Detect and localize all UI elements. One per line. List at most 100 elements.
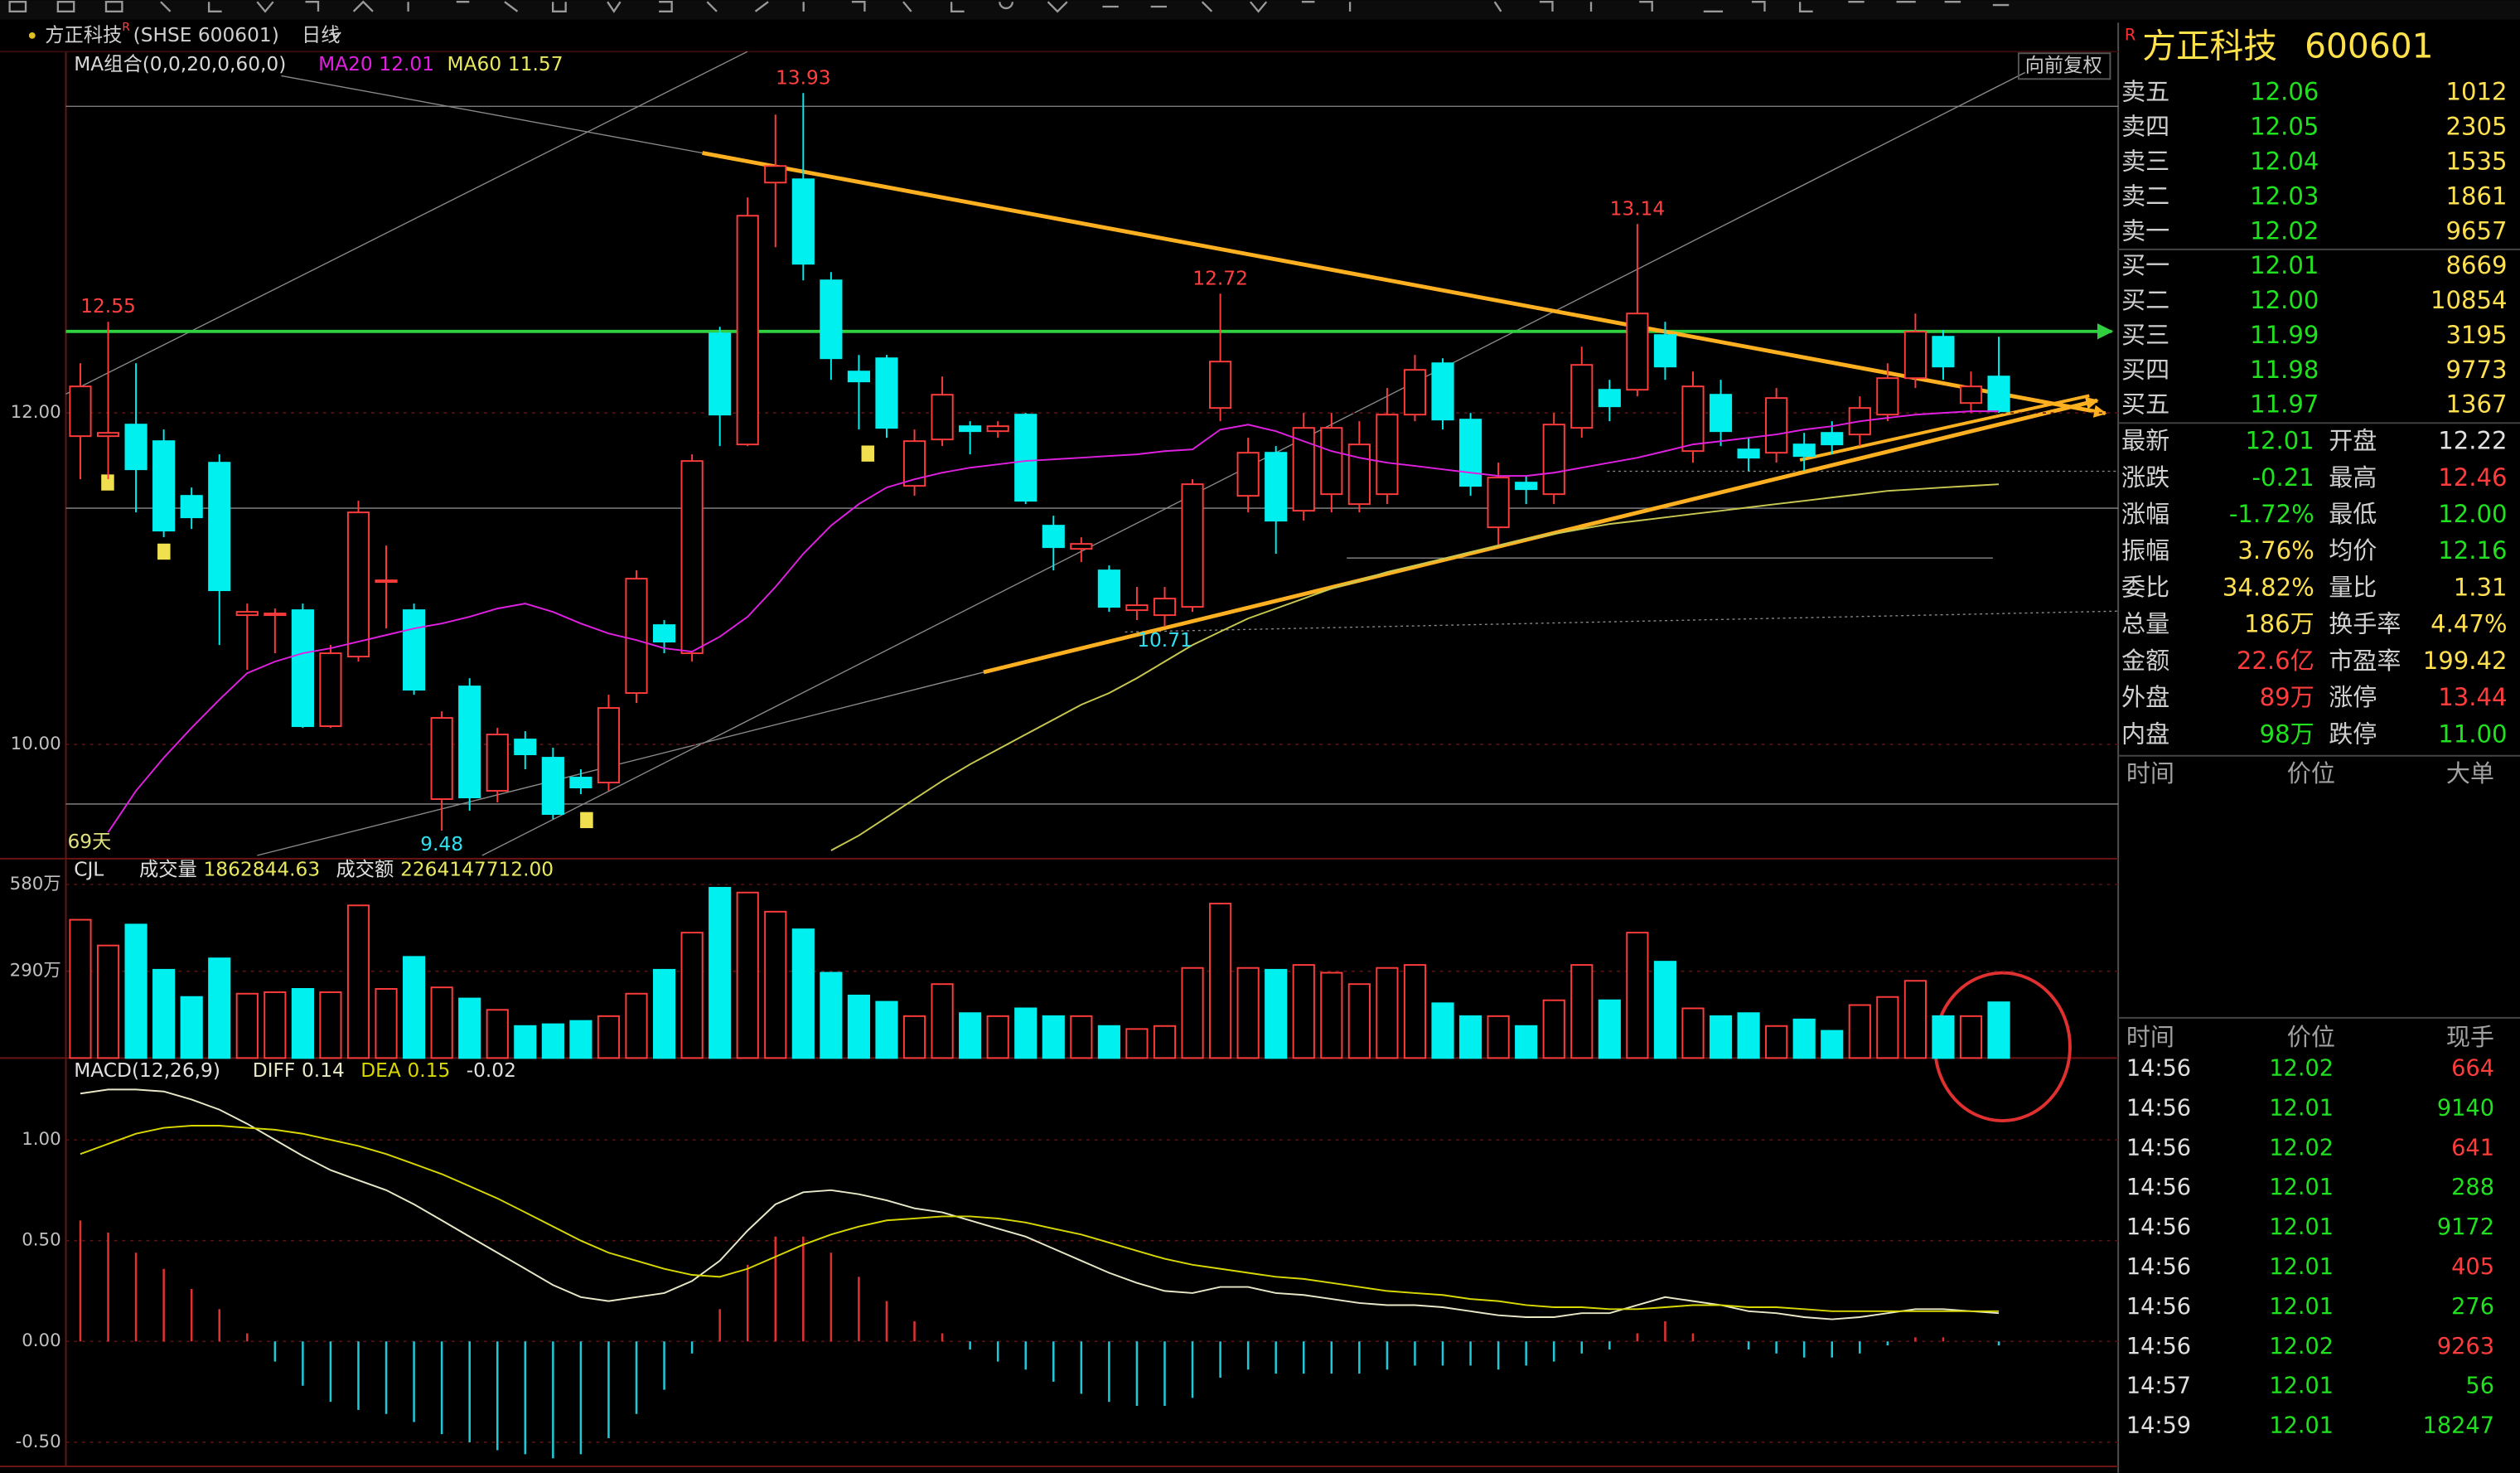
badge: R (122, 21, 130, 34)
stat-label: 外盘 (2121, 683, 2169, 711)
stat-label: 涨停 (2329, 683, 2377, 711)
legend-value: 11.57 (508, 52, 563, 75)
trade-time: 14:56 (2126, 1175, 2191, 1200)
legend-title[interactable]: MA组合(0,0,20,0,60,0) (74, 52, 286, 75)
y-tick-label: 0.50 (22, 1230, 60, 1251)
trade-time: 14:56 (2126, 1055, 2191, 1081)
book-label: 买四 (2121, 356, 2169, 384)
candle-body (1070, 543, 1093, 550)
volume-bar (96, 944, 120, 1059)
y-tick-label: -0.50 (16, 1432, 61, 1452)
stat-label: 振幅 (2121, 536, 2169, 564)
stat-value: 1.31 (2454, 573, 2508, 601)
candle-body (486, 734, 509, 792)
book-volume: 1535 (2445, 148, 2507, 176)
volume-bar (931, 983, 954, 1059)
candle-body (875, 357, 898, 429)
book-volume: 3195 (2445, 321, 2507, 349)
candle-body (375, 579, 398, 584)
icon[interactable] (56, 1, 75, 12)
candle-body (1598, 389, 1621, 408)
quote-lines (2118, 248, 2520, 1019)
volume-bar (1431, 1002, 1454, 1059)
trade-price: 12.01 (2269, 1214, 2334, 1240)
trade-price: 12.01 (2269, 1175, 2334, 1200)
stat-label: 涨跌 (2121, 463, 2169, 492)
trade-volume: 288 (2451, 1175, 2494, 1200)
candle-body (1209, 361, 1232, 409)
low-label: 9.48 (420, 833, 463, 855)
adjust-label[interactable]: 向前复权 (2025, 54, 2102, 76)
volume-bar (652, 968, 676, 1059)
stat-label: 委比 (2121, 573, 2169, 601)
candle-body (597, 707, 621, 784)
stock-code: (SHSE 600601) (133, 23, 279, 46)
stat-value: 186万 (2244, 610, 2314, 638)
book-volume: 9657 (2445, 216, 2507, 245)
book-label: 卖三 (2121, 148, 2169, 176)
candle-body (1376, 414, 1399, 496)
header: 方正科技R (SHSE 600601) 日线 (28, 21, 341, 46)
volume-bar (1458, 1015, 1482, 1059)
volume-bar (180, 996, 203, 1059)
trade-volume: 9263 (2437, 1334, 2494, 1359)
stat-label: 总量 (2121, 610, 2169, 638)
legend-value: 1862844.63 (204, 858, 321, 880)
candle-body (1792, 443, 1816, 458)
stock-title[interactable]: 方正科技R (SHSE 600601) 日线 (45, 21, 340, 46)
book-volume: 10854 (2431, 286, 2508, 314)
stat-value: 4.47% (2431, 610, 2507, 638)
dropdown[interactable] (330, 31, 341, 39)
volume-bar (569, 1020, 593, 1059)
column-header: 价位 (2287, 1023, 2335, 1051)
volume-bar (1792, 1018, 1816, 1059)
high-label: 12.72 (1192, 267, 1248, 289)
legend-name: MA60 (447, 52, 502, 75)
legend-title[interactable]: CJL (74, 858, 104, 880)
note-icon[interactable] (157, 543, 171, 560)
book-label: 卖二 (2121, 182, 2169, 210)
icon[interactable] (8, 1, 27, 12)
stat-value: -1.72% (2229, 500, 2314, 528)
volume-bar (319, 991, 342, 1059)
trade-volume: 664 (2451, 1055, 2494, 1081)
icon[interactable] (104, 1, 123, 12)
trade-price: 12.02 (2269, 1135, 2334, 1160)
note-icon[interactable] (101, 474, 114, 491)
trade-price: 12.02 (2269, 1055, 2334, 1081)
volume-bar (403, 956, 426, 1059)
volume-bar (264, 991, 287, 1059)
quote-name: 方正科技 (2142, 26, 2277, 65)
legend-value: 12.01 (379, 52, 434, 75)
trade-time: 14:56 (2126, 1095, 2191, 1121)
volume-bar (902, 1015, 926, 1059)
legend-name: DEA (360, 1059, 401, 1081)
volume-bar (1515, 1025, 1538, 1059)
volume-bar (597, 1015, 621, 1059)
volume-bar (1265, 968, 1288, 1059)
volume-bar (1542, 999, 1565, 1059)
ma-line (830, 483, 2000, 851)
legend-title[interactable]: MACD(12,26,9) (74, 1059, 220, 1081)
column-header: 现手 (2446, 1023, 2494, 1051)
trade-volume: 9140 (2437, 1095, 2494, 1121)
candle-body (764, 165, 787, 184)
volume-bar (1737, 1012, 1760, 1059)
adjust-box[interactable] (2017, 52, 2111, 80)
volume-bar (1097, 1025, 1120, 1059)
candle-body (69, 385, 92, 438)
trade-time: 14:56 (2126, 1254, 2191, 1280)
stat-value: 11.00 (2438, 720, 2507, 748)
drawings (65, 51, 2119, 1122)
ma-line (107, 410, 2000, 833)
book-price: 12.01 (2250, 251, 2319, 279)
candle-body (403, 609, 426, 691)
candle-body (458, 686, 481, 799)
volume-bar (959, 1012, 982, 1059)
note-icon[interactable] (580, 812, 593, 829)
trade-time: 14:56 (2126, 1294, 2191, 1320)
note-icon[interactable] (861, 445, 875, 462)
stat-value: 89万 (2260, 683, 2314, 711)
